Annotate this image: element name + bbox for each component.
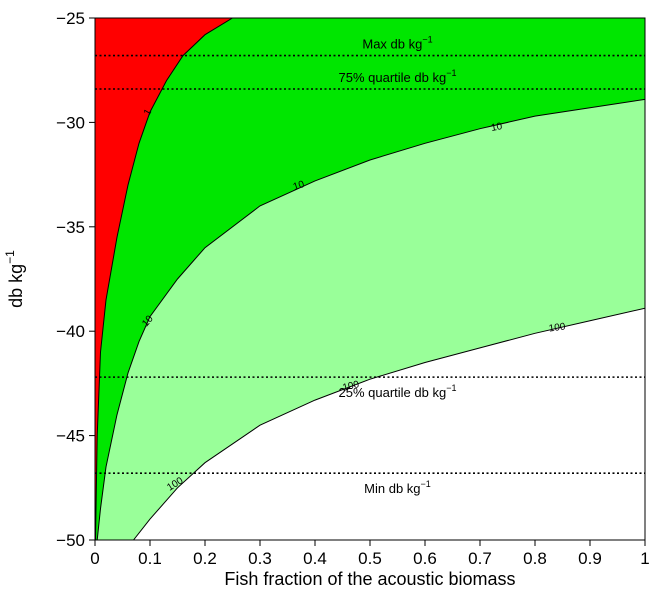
contour-line-10	[96, 98, 645, 540]
y-axis-title: db kg−1	[3, 250, 26, 308]
y-tick-label: −30	[56, 113, 85, 132]
reference-label: 25% quartile db kg−1	[339, 383, 457, 400]
y-tick-label: −35	[56, 218, 85, 237]
region-below-1	[95, 18, 233, 540]
contour-label-1: 1	[142, 107, 155, 118]
x-tick-label: 1	[640, 549, 649, 568]
x-tick-label: 0.4	[303, 549, 327, 568]
y-tick-label: −40	[56, 322, 85, 341]
x-tick-label: 0.5	[358, 549, 382, 568]
region-1-to-10	[95, 18, 645, 540]
y-tick-label: −50	[56, 531, 85, 550]
y-tick-label: −45	[56, 427, 85, 446]
contour-line-100	[133, 307, 645, 540]
x-tick-label: 0	[90, 549, 99, 568]
x-axis-title: Fish fraction of the acoustic biomass	[224, 569, 515, 589]
contour-label-100: 100	[548, 321, 566, 334]
contour-line-1	[95, 18, 233, 540]
x-tick-label: 0.9	[578, 549, 602, 568]
x-tick-label: 0.7	[468, 549, 492, 568]
reference-label: 75% quartile db kg−1	[339, 68, 457, 85]
contour-label-100: 100	[342, 379, 361, 394]
reference-label: Min db kg−1	[364, 479, 431, 496]
contour-label-10: 10	[490, 121, 503, 134]
x-tick-label: 0.1	[138, 549, 162, 568]
x-tick-label: 0.2	[193, 549, 217, 568]
x-tick-label: 0.8	[523, 549, 547, 568]
x-tick-label: 0.3	[248, 549, 272, 568]
reference-label: Max db kg−1	[362, 35, 432, 52]
x-tick-label: 0.6	[413, 549, 437, 568]
contour-label-10: 10	[292, 179, 306, 193]
y-tick-label: −25	[56, 9, 85, 28]
